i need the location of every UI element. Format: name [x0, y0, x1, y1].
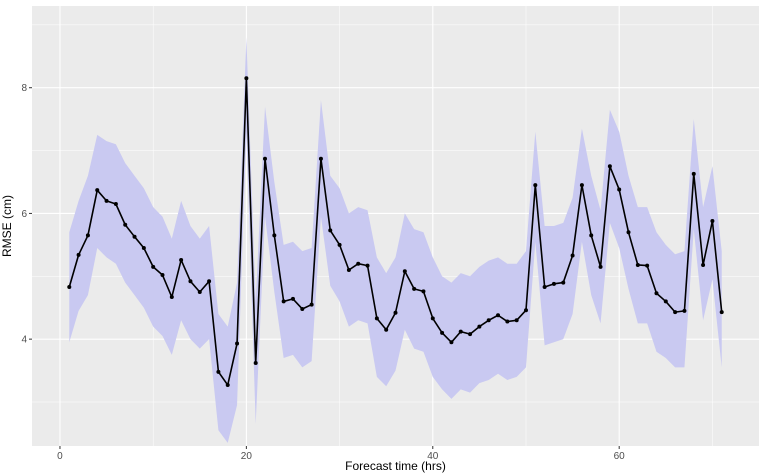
data-point — [337, 242, 342, 247]
data-point — [458, 329, 463, 334]
y-tick-label: 4 — [21, 335, 27, 346]
data-point — [440, 330, 445, 335]
data-point — [216, 369, 221, 374]
data-point — [188, 279, 193, 284]
data-point — [141, 246, 146, 250]
data-point — [85, 233, 90, 238]
y-axis-ticks: 4 6 8 — [21, 83, 32, 346]
data-point — [169, 295, 174, 300]
data-point — [682, 308, 687, 313]
data-point — [523, 308, 528, 313]
data-point — [76, 252, 81, 257]
data-point — [617, 187, 622, 192]
data-point — [290, 296, 295, 301]
data-point — [691, 171, 696, 176]
data-point — [449, 340, 454, 345]
data-point — [328, 228, 333, 233]
confidence-ribbon — [69, 37, 722, 443]
data-point — [253, 361, 258, 366]
data-point — [663, 299, 668, 304]
data-point — [281, 299, 286, 304]
data-point — [356, 261, 361, 266]
data-point — [635, 262, 640, 267]
data-point — [365, 263, 370, 268]
data-point — [542, 284, 547, 289]
y-tick-label: 6 — [21, 209, 27, 220]
y-tick-label: 8 — [21, 83, 27, 94]
data-point — [197, 290, 202, 294]
data-point — [67, 284, 72, 289]
data-point — [207, 279, 212, 284]
data-point — [496, 313, 501, 318]
y-axis-label: RMSE (cm) — [0, 195, 14, 257]
data-point — [533, 183, 538, 188]
data-point — [346, 268, 351, 272]
data-point — [300, 306, 305, 311]
data-point — [235, 341, 240, 346]
data-point — [710, 218, 715, 223]
data-point — [412, 286, 417, 291]
data-point — [645, 263, 650, 268]
data-point — [654, 291, 659, 296]
x-tick-label: 0 — [57, 451, 63, 462]
data-point — [384, 327, 389, 332]
data-point — [309, 302, 314, 307]
data-point — [486, 318, 491, 323]
data-point — [374, 316, 379, 321]
data-point — [514, 318, 519, 323]
x-tick-label: 60 — [614, 451, 626, 462]
data-point — [701, 262, 706, 267]
data-point — [561, 280, 566, 285]
data-point — [402, 269, 407, 274]
data-point — [104, 198, 109, 203]
data-point — [421, 289, 426, 294]
x-tick-label: 20 — [241, 451, 253, 462]
data-point — [477, 324, 482, 329]
data-point — [468, 332, 473, 337]
data-point — [598, 264, 603, 269]
data-point — [272, 233, 277, 238]
data-point — [626, 230, 631, 235]
data-point — [393, 310, 398, 315]
data-point — [607, 164, 612, 169]
data-point — [579, 183, 584, 188]
data-point — [589, 233, 594, 238]
data-point — [318, 156, 323, 161]
data-point — [123, 222, 128, 227]
data-point — [132, 234, 137, 239]
data-point — [263, 156, 268, 161]
data-point — [225, 383, 230, 388]
x-tick-label: 40 — [427, 451, 439, 462]
data-point — [151, 264, 156, 269]
data-point — [673, 310, 678, 315]
data-point — [719, 310, 724, 315]
data-point — [179, 257, 184, 262]
data-points — [67, 76, 724, 388]
data-point — [244, 76, 249, 81]
data-point — [551, 281, 556, 286]
x-axis-label: Forecast time (hrs) — [345, 459, 446, 473]
data-point — [95, 188, 100, 193]
data-point — [430, 316, 435, 321]
data-point — [160, 273, 165, 278]
data-point — [570, 253, 575, 258]
data-point — [505, 319, 510, 324]
data-point — [113, 202, 118, 206]
x-axis-ticks: 0 20 40 60 — [57, 446, 625, 462]
